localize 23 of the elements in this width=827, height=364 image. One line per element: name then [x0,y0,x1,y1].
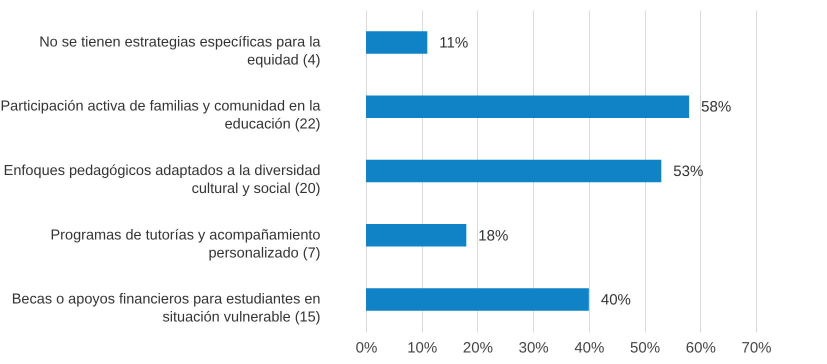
y-tick-label: Enfoques pedagógicos adaptados a la diversidad cultural y social (20) [4,163,320,197]
bar [366,288,589,311]
x-tick-label: 40% [574,340,604,356]
x-tick-label: 60% [686,340,716,356]
data-label: 11% [439,34,468,52]
x-tick-label: 30% [518,340,549,356]
bar [366,160,662,182]
y-tick-label: Participación activa de familias y comunidad en la educación (22) [0,98,322,133]
x-tick-label: 70% [741,340,772,356]
data-label: 58% [701,98,732,116]
x-tick-label: 10% [407,340,438,356]
x-tick-label: 20% [462,340,493,356]
bar [366,31,428,54]
data-label: 40% [600,292,631,309]
y-tick-label: No se tienen estrategias específicas para la equidad (4) [39,34,322,68]
data-label: 53% [673,163,704,180]
x-tick-label: 50% [630,340,660,356]
bar [366,95,690,118]
data-label: 18% [478,227,508,244]
y-tick-label: Programas de tutorías y acompañamiento personalizado (7) [50,227,320,262]
y-tick-label: Becas o apoyos financieros para estudiantes en situación vulnerable (15) [12,292,320,326]
x-tick-label: 0% [356,340,378,356]
bar [366,224,466,247]
